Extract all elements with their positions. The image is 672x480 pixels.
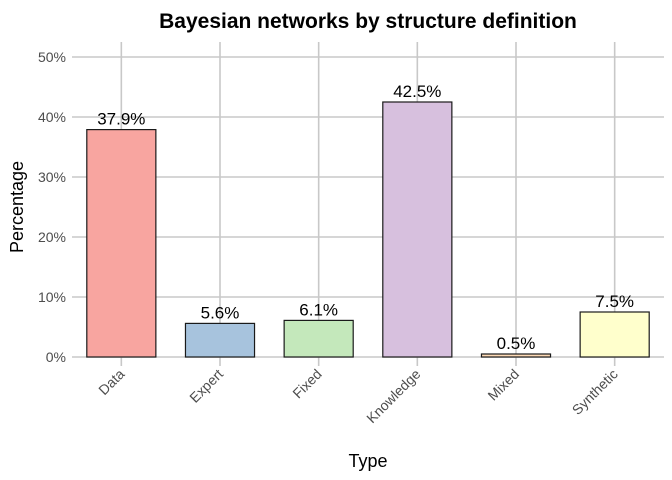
y-tick-label: 50% <box>38 49 66 65</box>
x-tick-label: Synthetic <box>569 366 621 418</box>
bar <box>480 353 552 358</box>
x-tick-label: Expert <box>186 366 226 406</box>
data-label: 0.5% <box>497 334 536 353</box>
y-axis-ticks: 0% 10% 20% 30% 40% 50% <box>38 49 66 365</box>
data-label: 6.1% <box>299 300 338 319</box>
bar <box>382 101 453 358</box>
bar <box>184 322 256 358</box>
data-label: 7.5% <box>595 292 634 311</box>
grid <box>72 42 664 366</box>
y-tick-label: 0% <box>46 349 66 365</box>
x-tick-label: Data <box>95 366 127 398</box>
x-axis-title: Type <box>348 451 387 471</box>
bar <box>579 311 650 358</box>
bar <box>86 129 157 358</box>
data-label: 5.6% <box>201 303 240 322</box>
data-label: 37.9% <box>97 110 145 129</box>
chart-title: Bayesian networks by structure definitio… <box>159 10 577 33</box>
data-labels: 37.9% 5.6% 6.1% 42.5% 0.5% 7.5% <box>97 82 634 353</box>
y-tick-label: 40% <box>38 109 66 125</box>
y-tick-label: 10% <box>38 289 66 305</box>
x-tick-label: Mixed <box>484 366 522 404</box>
bars <box>86 101 650 358</box>
x-axis-ticks: Data Expert Fixed Knowledge Mixed Synthetic <box>95 366 621 426</box>
x-tick-label: Knowledge <box>363 366 423 426</box>
x-tick-label: Fixed <box>289 366 325 402</box>
y-axis-title: Percentage <box>7 161 27 253</box>
data-label: 42.5% <box>393 82 441 101</box>
y-tick-label: 30% <box>38 169 66 185</box>
y-tick-label: 20% <box>38 229 66 245</box>
bar <box>283 319 354 358</box>
